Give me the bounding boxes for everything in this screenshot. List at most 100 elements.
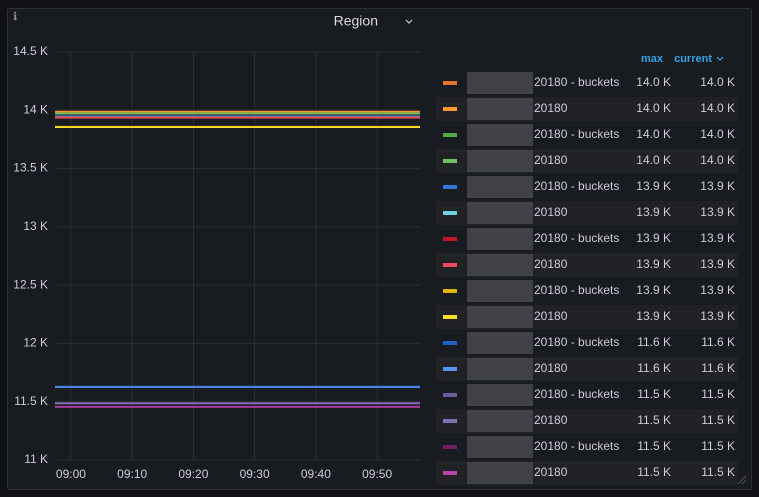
- legend-header[interactable]: max: [641, 53, 664, 65]
- legend-max: 13.9 K: [636, 257, 671, 271]
- legend-swatch[interactable]: [443, 289, 457, 293]
- legend-current: 11.5 K: [701, 413, 735, 427]
- legend-name[interactable]: 20180: [534, 465, 568, 479]
- legend-swatch[interactable]: [443, 419, 457, 423]
- redaction: [467, 358, 533, 380]
- legend-name[interactable]: 20180 - buckets: [534, 179, 619, 193]
- legend-name[interactable]: 20180 - buckets: [534, 439, 619, 453]
- title-chevron[interactable]: [405, 19, 413, 24]
- y-tick-label: 13.5 K: [13, 161, 48, 175]
- legend-current: 13.9 K: [700, 205, 735, 219]
- legend-current: 11.5 K: [701, 465, 735, 479]
- legend-max: 11.5 K: [637, 413, 671, 427]
- legend-swatch[interactable]: [443, 133, 457, 137]
- legend-max: 11.6 K: [637, 361, 671, 375]
- y-tick-label: 14 K: [23, 102, 48, 116]
- legend-swatch[interactable]: [443, 445, 457, 449]
- legend-name[interactable]: 20180: [534, 153, 568, 167]
- legend-max: 13.9 K: [636, 309, 671, 323]
- x-tick-label: 09:20: [178, 467, 208, 481]
- legend-max: 14.0 K: [636, 101, 671, 115]
- legend-max: 14.0 K: [636, 75, 671, 89]
- x-tick-label: 09:30: [240, 467, 270, 481]
- legend-swatch[interactable]: [443, 237, 457, 241]
- legend-swatch[interactable]: [443, 185, 457, 189]
- legend-name[interactable]: 20180 - buckets: [534, 231, 619, 245]
- redaction: [467, 202, 533, 224]
- y-tick-label: 14.5 K: [13, 44, 48, 58]
- legend-max: 11.5 K: [637, 439, 671, 453]
- legend-max: 13.9 K: [636, 231, 671, 245]
- legend-swatch[interactable]: [443, 211, 457, 215]
- legend-max: 11.6 K: [637, 335, 671, 349]
- legend-swatch[interactable]: [443, 159, 457, 163]
- legend-current: 14.0 K: [700, 75, 735, 89]
- x-tick-label: 09:50: [362, 467, 392, 481]
- legend-swatch[interactable]: [443, 367, 457, 371]
- legend-max: 13.9 K: [636, 205, 671, 219]
- y-tick-label: 11 K: [24, 452, 48, 466]
- x-tick-label: 09:40: [301, 467, 331, 481]
- legend-current: 13.9 K: [700, 309, 735, 323]
- resize-handle[interactable]: [737, 475, 747, 485]
- redaction: [467, 254, 533, 276]
- redaction: [467, 228, 533, 250]
- legend-name[interactable]: 20180: [534, 205, 568, 219]
- x-tick-label: 09:00: [56, 467, 86, 481]
- legend-current: 11.5 K: [701, 387, 735, 401]
- legend-max: 14.0 K: [636, 153, 671, 167]
- legend-current: 11.5 K: [701, 439, 735, 453]
- legend-name[interactable]: 20180: [534, 257, 568, 271]
- legend-current: 14.0 K: [700, 101, 735, 115]
- legend-current: 14.0 K: [700, 127, 735, 141]
- legend-swatch[interactable]: [443, 107, 457, 111]
- legend-header[interactable]: current: [674, 53, 712, 65]
- legend-name[interactable]: 20180 - buckets: [534, 127, 619, 141]
- legend-max: 11.5 K: [637, 387, 671, 401]
- legend-name[interactable]: 20180 - buckets: [534, 283, 619, 297]
- redaction: [467, 332, 533, 354]
- legend-swatch[interactable]: [443, 315, 457, 319]
- redaction: [467, 410, 533, 432]
- redaction: [467, 280, 533, 302]
- legend-current: 14.0 K: [700, 153, 735, 167]
- y-tick-label: 12 K: [23, 336, 48, 350]
- legend-max: 11.5 K: [637, 465, 671, 479]
- x-tick-label: 09:10: [117, 467, 147, 481]
- info-icon[interactable]: ℹ: [13, 11, 17, 23]
- legend-name[interactable]: 20180 - buckets: [534, 75, 619, 89]
- redaction: [467, 436, 533, 458]
- y-tick-label: 13 K: [23, 219, 48, 233]
- legend-current: 11.6 K: [701, 361, 735, 375]
- redaction: [467, 384, 533, 406]
- legend-name[interactable]: 20180: [534, 101, 568, 115]
- legend-swatch[interactable]: [443, 471, 457, 475]
- redaction: [467, 98, 533, 120]
- legend-name[interactable]: 20180 - buckets: [534, 387, 619, 401]
- legend-swatch[interactable]: [443, 81, 457, 85]
- redaction: [467, 124, 533, 146]
- sort-chevron[interactable]: [716, 56, 724, 61]
- y-tick-label: 11.5 K: [14, 394, 48, 408]
- legend-name[interactable]: 20180: [534, 361, 568, 375]
- legend-name[interactable]: 20180: [534, 413, 568, 427]
- legend-swatch[interactable]: [443, 341, 457, 345]
- redaction: [467, 150, 533, 172]
- legend-max: 13.9 K: [636, 283, 671, 297]
- redaction: [467, 306, 533, 328]
- legend-max: 13.9 K: [636, 179, 671, 193]
- redaction: [467, 462, 533, 484]
- y-tick-label: 12.5 K: [13, 277, 48, 291]
- legend-name[interactable]: 20180 - buckets: [534, 335, 619, 349]
- legend-current: 13.9 K: [700, 179, 735, 193]
- legend-swatch[interactable]: [443, 263, 457, 267]
- legend-current: 13.9 K: [700, 283, 735, 297]
- panel-title[interactable]: Region: [334, 13, 378, 29]
- legend-name[interactable]: 20180: [534, 309, 568, 323]
- redaction: [467, 176, 533, 198]
- legend-swatch[interactable]: [443, 393, 457, 397]
- redaction: [467, 72, 533, 94]
- legend-current: 11.6 K: [701, 335, 735, 349]
